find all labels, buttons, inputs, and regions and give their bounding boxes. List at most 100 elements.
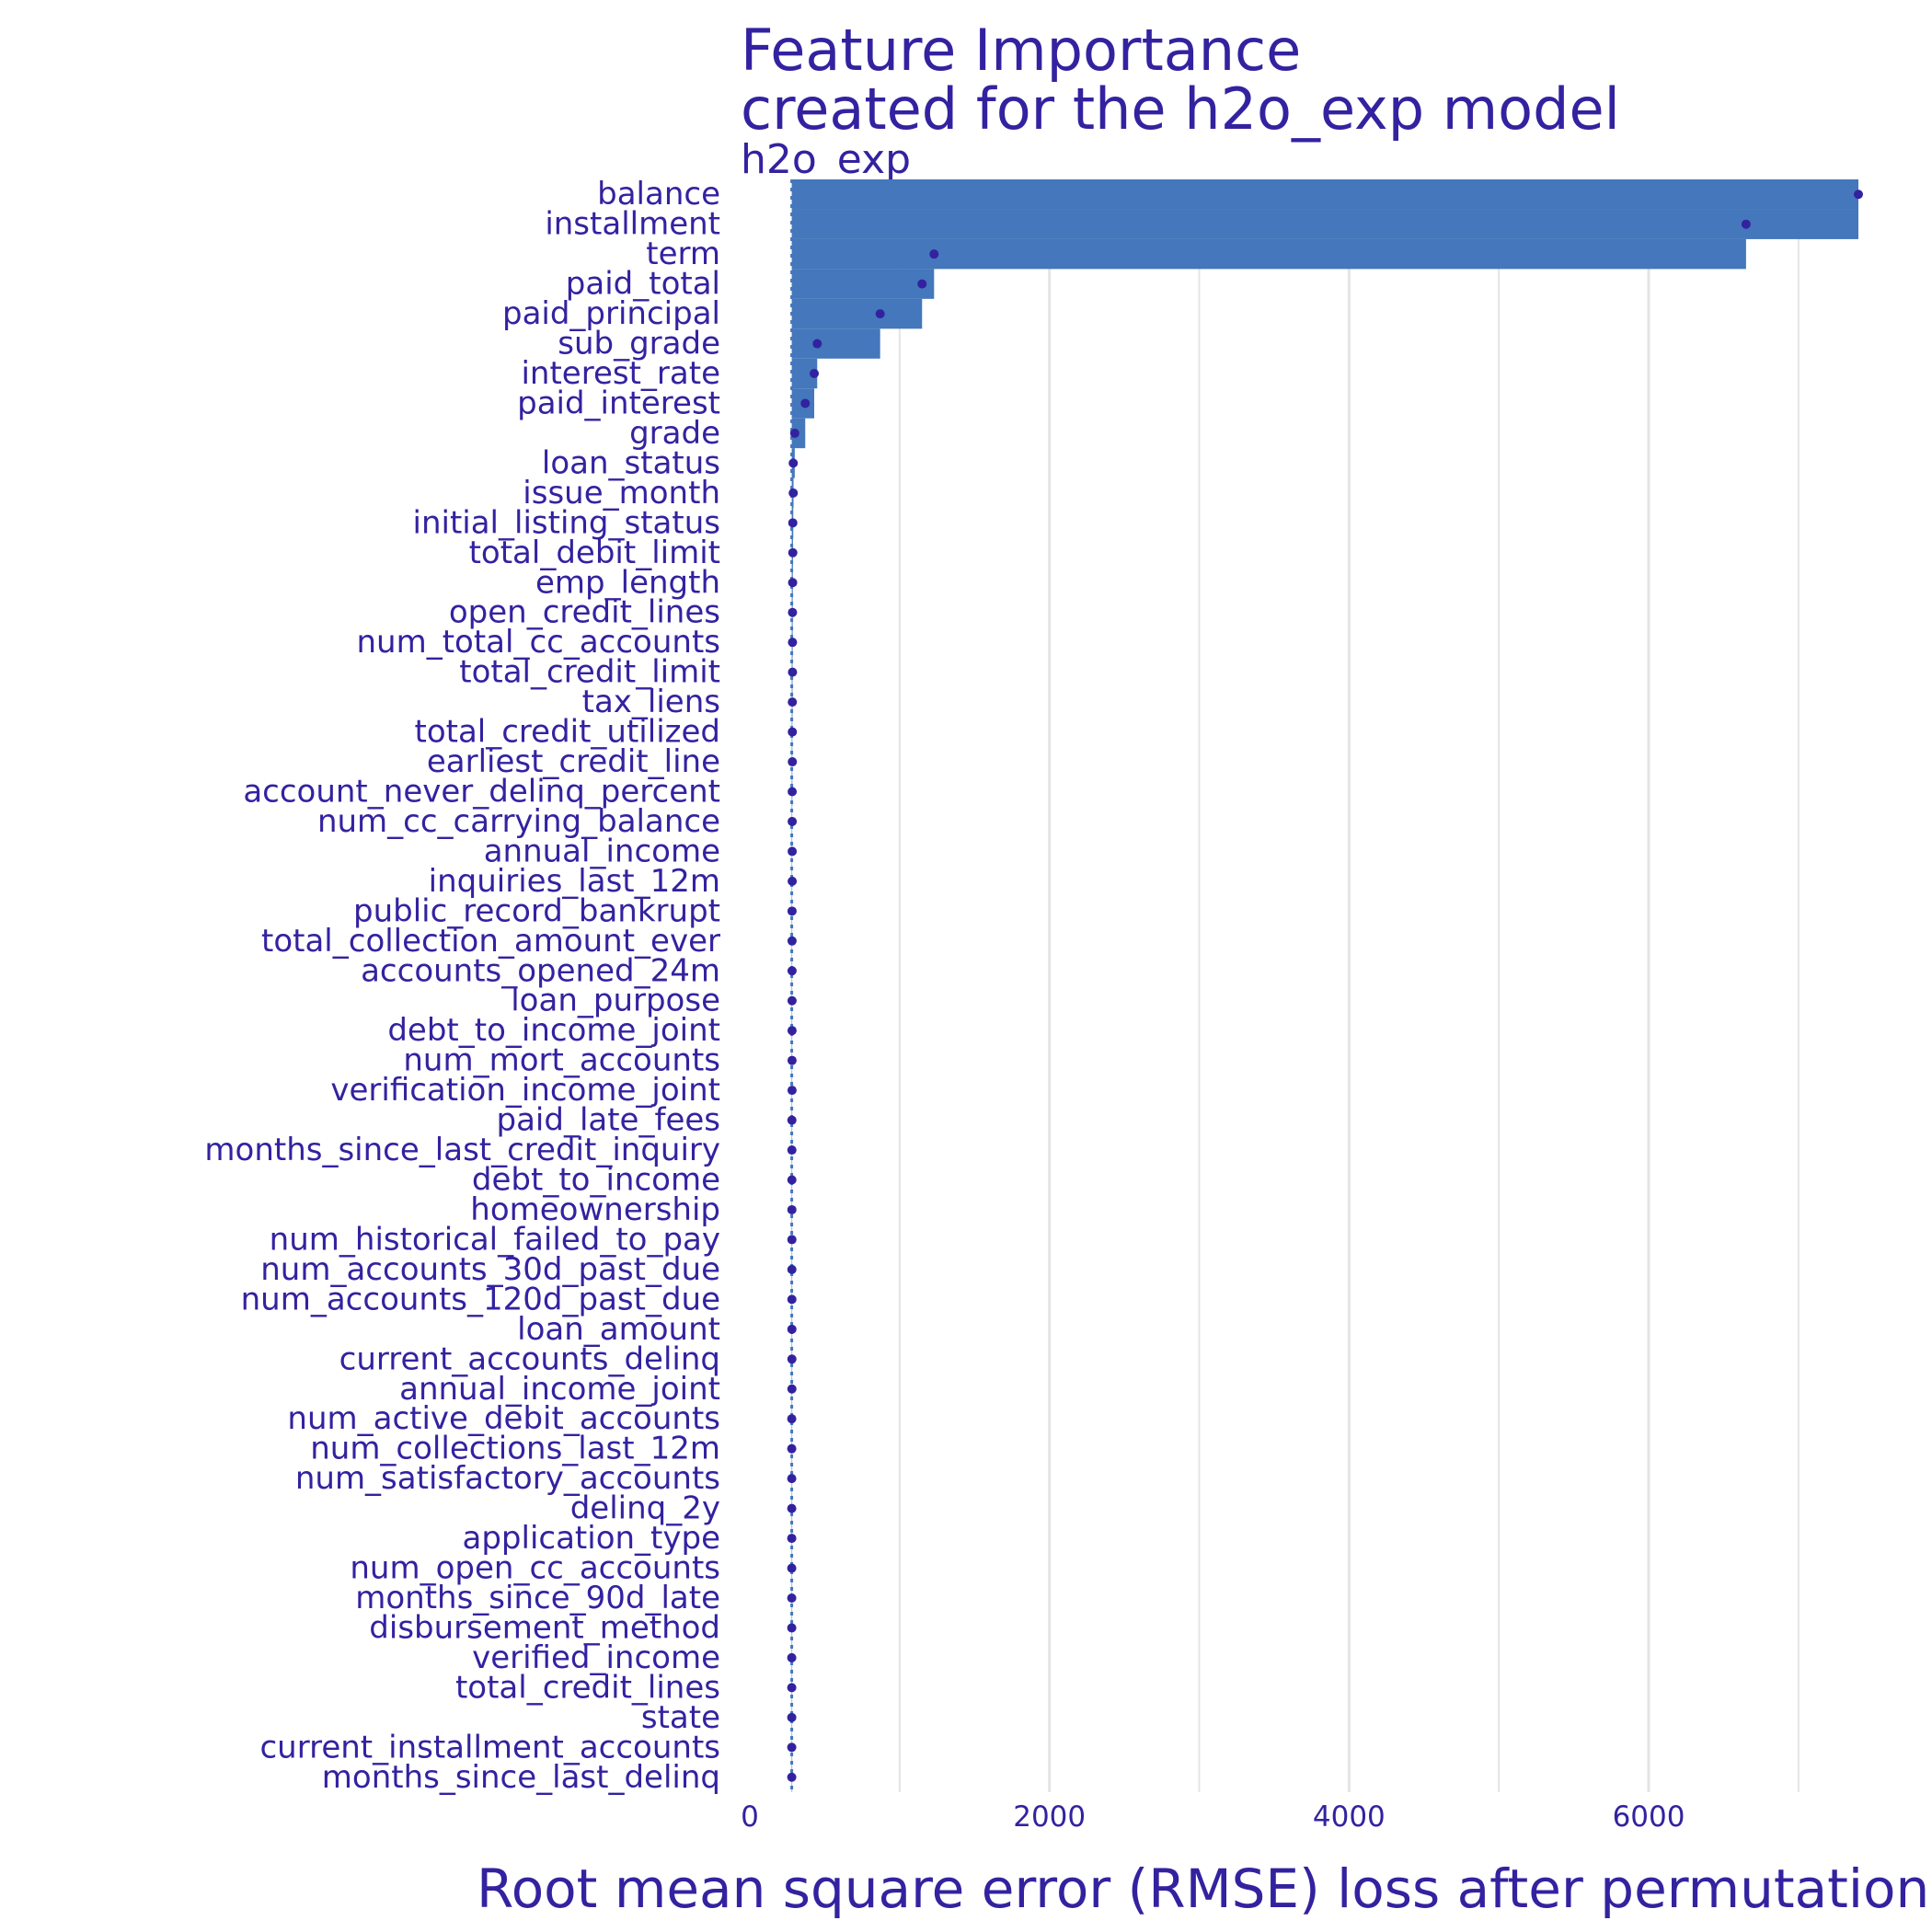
category-label-inquiries_last_12m: inquiries_last_12m [429, 863, 720, 900]
category-label-balance: balance [597, 176, 720, 213]
point-tax_liens [788, 697, 798, 707]
point-interest_rate [810, 369, 820, 379]
chart-subtitle: created for the h2o_exp model [741, 75, 1620, 143]
point-num_total_cc_accounts [788, 638, 798, 648]
category-label-sub_grade: sub_grade [558, 326, 720, 362]
point-earliest_credit_line [788, 757, 798, 767]
point-months_since_last_delinq [787, 1772, 797, 1782]
category-label-emp_length: emp_length [535, 564, 720, 601]
point-delinq_2y [787, 1503, 797, 1513]
point-paid_principal [875, 309, 885, 319]
point-total_credit_lines [787, 1683, 797, 1693]
category-label-num_accounts_30d_past_due: num_accounts_30d_past_due [260, 1251, 720, 1288]
point-verification_income_joint [787, 1086, 797, 1096]
category-label-verification_income_joint: verification_income_joint [330, 1072, 720, 1109]
x-tick-2000: 2000 [1013, 1800, 1086, 1834]
category-label-num_active_debit_accounts: num_active_debit_accounts [287, 1400, 720, 1437]
point-public_record_bankrupt [787, 906, 797, 916]
category-label-num_total_cc_accounts: num_total_cc_accounts [356, 624, 720, 661]
bar-sub_grade [791, 328, 880, 359]
point-annual_income_joint [787, 1384, 797, 1394]
category-label-current_accounts_delinq: current_accounts_delinq [339, 1340, 720, 1377]
point-num_historical_failed_to_pay [787, 1235, 797, 1245]
point-num_collections_last_12m [787, 1443, 797, 1454]
category-label-interest_rate: interest_rate [521, 355, 720, 392]
category-label-loan_amount: loan_amount [517, 1311, 720, 1348]
point-total_credit_limit [788, 667, 798, 677]
point-debt_to_income [787, 1175, 797, 1185]
point-paid_total [917, 279, 927, 289]
category-label-months_since_last_credit_inquiry: months_since_last_credit_inquiry [204, 1132, 720, 1168]
point-loan_status [788, 458, 799, 468]
category-label-debt_to_income: debt_to_income [472, 1162, 720, 1199]
point-num_satisfactory_accounts [787, 1474, 797, 1484]
point-num_open_cc_accounts [787, 1563, 797, 1573]
category-label-tax_liens: tax_liens [582, 684, 720, 720]
category-label-num_cc_carrying_balance: num_cc_carrying_balance [317, 803, 720, 840]
grid-lines [898, 179, 1800, 1792]
category-label-paid_interest: paid_interest [517, 385, 720, 421]
bar-term [791, 238, 1746, 270]
bar-paid_principal [791, 298, 923, 329]
chart-title: Feature Importance [741, 17, 1301, 84]
category-label-open_credit_lines: open_credit_lines [449, 594, 720, 631]
point-num_active_debit_accounts [787, 1414, 797, 1424]
category-label-disbursement_method: disbursement_method [369, 1609, 720, 1646]
point-emp_length [788, 578, 798, 588]
point-term [929, 249, 939, 259]
category-label-delinq_2y: delinq_2y [570, 1490, 720, 1527]
category-label-term: term [646, 236, 720, 272]
category-label-paid_late_fees: paid_late_fees [497, 1102, 721, 1139]
point-num_accounts_120d_past_due [787, 1294, 797, 1305]
points [787, 190, 1863, 1782]
x-tick-0: 0 [741, 1800, 759, 1834]
category-label-num_historical_failed_to_pay: num_historical_failed_to_pay [270, 1221, 720, 1258]
panel-label: h2o_exp [741, 136, 911, 183]
point-paid_interest [800, 398, 811, 408]
category-label-total_credit_lines: total_credit_lines [455, 1669, 720, 1706]
x-axis-label: Root mean square error (RMSE) loss after… [477, 1857, 1932, 1920]
point-current_installment_accounts [787, 1742, 797, 1753]
point-total_collection_amount_ever [787, 936, 797, 946]
point-total_credit_utilized [788, 727, 798, 737]
bar-installment [791, 209, 1858, 239]
category-label-num_accounts_120d_past_due: num_accounts_120d_past_due [241, 1281, 720, 1317]
category-label-grade: grade [629, 415, 720, 452]
category-label-state: state [641, 1699, 720, 1736]
category-label-account_never_delinq_percent: account_never_delinq_percent [243, 773, 720, 810]
category-label-annual_income: annual_income [484, 833, 720, 869]
category-label-total_collection_amount_ever: total_collection_amount_ever [261, 923, 720, 960]
category-label-num_open_cc_accounts: num_open_cc_accounts [350, 1550, 720, 1587]
category-label-homeownership: homeownership [470, 1191, 720, 1228]
category-label-debt_to_income_joint: debt_to_income_joint [387, 1012, 720, 1049]
category-label-total_credit_limit: total_credit_limit [459, 654, 720, 691]
category-label-num_mort_accounts: num_mort_accounts [403, 1042, 720, 1079]
category-label-total_debit_limit: total_debit_limit [469, 535, 720, 571]
point-homeownership [787, 1204, 797, 1214]
point-open_credit_lines [788, 607, 798, 617]
category-label-total_credit_utilized: total_credit_utilized [414, 714, 720, 751]
point-installment [1741, 219, 1751, 229]
point-sub_grade [812, 339, 822, 349]
category-label-loan_purpose: loan_purpose [511, 983, 720, 1019]
point-current_accounts_delinq [787, 1354, 797, 1364]
category-label-verified_income: verified_income [472, 1639, 720, 1676]
point-debt_to_income_joint [787, 1026, 797, 1036]
bar-balance [791, 179, 1858, 210]
point-num_cc_carrying_balance [788, 816, 798, 826]
category-labels: balanceinstallmenttermpaid_totalpaid_pri… [204, 176, 720, 1796]
category-label-public_record_bankrupt: public_record_bankrupt [353, 892, 720, 929]
category-label-num_satisfactory_accounts: num_satisfactory_accounts [295, 1460, 720, 1497]
category-label-accounts_opened_24m: accounts_opened_24m [361, 952, 720, 989]
point-account_never_delinq_percent [788, 787, 798, 797]
category-label-months_since_last_delinq: months_since_last_delinq [322, 1759, 720, 1796]
category-label-initial_listing_status: initial_listing_status [413, 504, 721, 541]
point-total_debit_limit [788, 547, 798, 558]
point-disbursement_method [787, 1623, 797, 1633]
category-label-installment: installment [545, 206, 720, 243]
point-accounts_opened_24m [787, 966, 797, 976]
x-tick-6000: 6000 [1613, 1800, 1685, 1834]
x-tick-4000: 4000 [1313, 1800, 1386, 1834]
point-initial_listing_status [788, 518, 798, 528]
